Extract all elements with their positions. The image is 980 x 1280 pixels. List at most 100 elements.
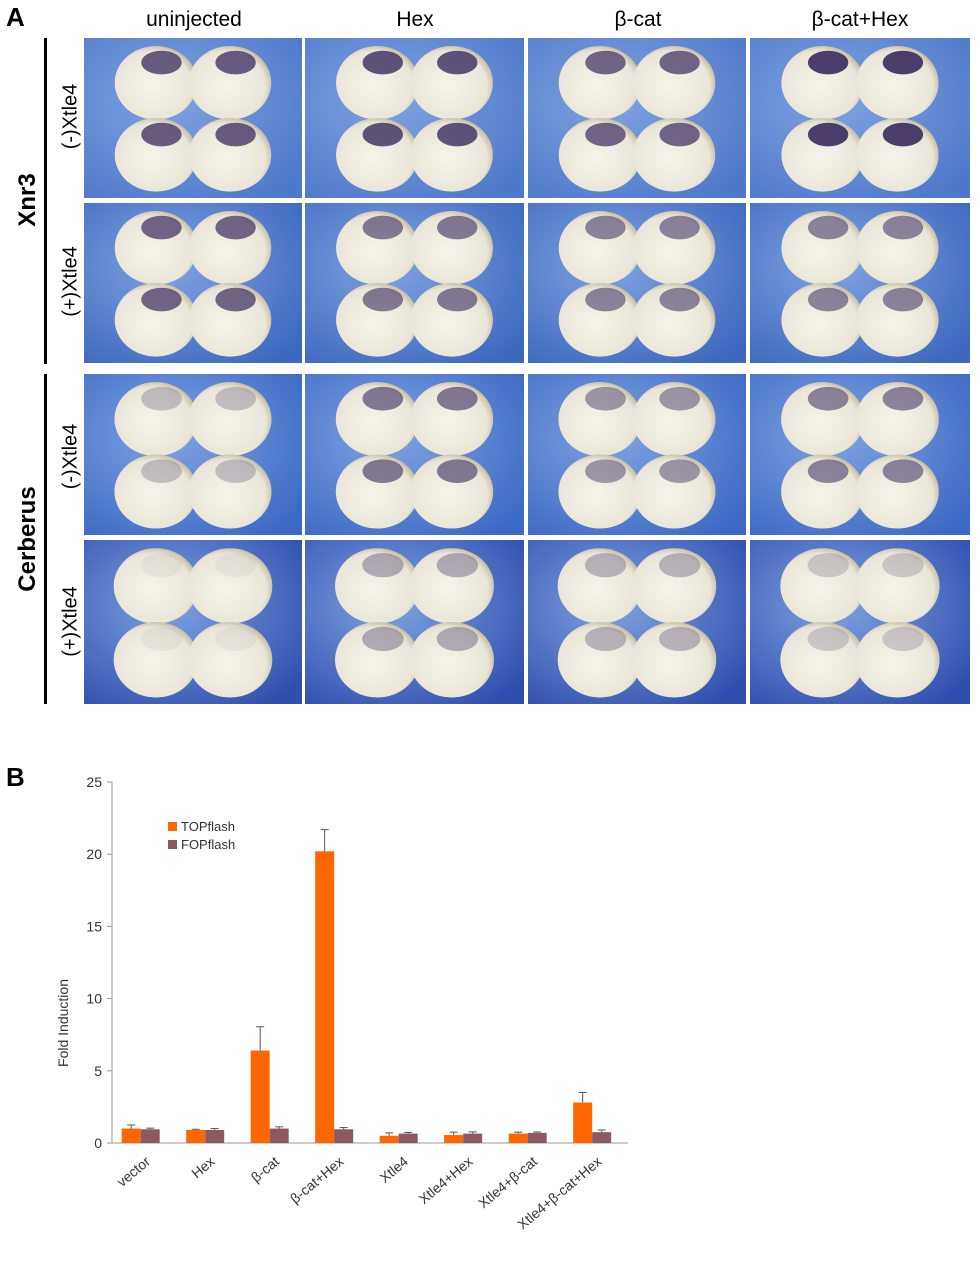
gene-label-xnr3: Xnr3 — [14, 173, 41, 227]
column-header-beta-cat-hex: β-cat+Hex — [811, 8, 909, 31]
x-tick-label: Xtle4+Hex — [416, 1153, 476, 1207]
embryo — [188, 46, 272, 120]
xnr3-bracket — [44, 38, 47, 364]
legend-swatch-fopflash — [168, 840, 177, 849]
embryo — [781, 283, 864, 357]
embryo — [188, 283, 272, 357]
embryo-photo-r4-c2 — [305, 540, 524, 704]
embryo — [336, 283, 419, 357]
bar-topflash-2 — [186, 1130, 206, 1143]
embryo — [631, 548, 717, 624]
embryo — [856, 46, 939, 120]
bar-fopflash-4 — [334, 1129, 354, 1143]
embryo — [855, 382, 939, 457]
embryo — [335, 382, 419, 457]
embryo — [855, 454, 939, 529]
embryo — [410, 283, 493, 357]
embryo-photo-r1-c2 — [305, 38, 524, 198]
embryo — [632, 46, 716, 120]
embryo-photo-r4-c3 — [528, 540, 746, 704]
panel-b-letter: B — [6, 762, 25, 792]
embryo — [187, 548, 273, 624]
embryo — [113, 622, 199, 698]
embryo — [781, 118, 864, 192]
embryo-photo-r3-c3 — [528, 374, 746, 535]
embryo — [188, 118, 272, 192]
embryo-photo-r3-c4 — [750, 374, 970, 535]
cerberus-bracket — [44, 374, 47, 704]
embryo — [410, 454, 494, 529]
embryo — [114, 283, 198, 357]
embryo — [114, 46, 198, 120]
condition-label-cerberus-minus: (-)Xtle4 — [59, 423, 82, 490]
embryo — [855, 548, 940, 624]
embryo — [335, 548, 420, 624]
embryo — [410, 211, 493, 285]
embryo — [558, 454, 642, 529]
embryo — [114, 454, 198, 529]
gene-label-cerberus: Cerberus — [14, 486, 41, 592]
embryo-photo-r2-c3 — [528, 203, 746, 363]
bar-fopflash-1 — [140, 1129, 160, 1143]
embryo — [409, 548, 494, 624]
embryo — [187, 622, 273, 698]
embryo — [557, 622, 643, 698]
embryo — [781, 454, 865, 529]
condition-label-xnr3-plus: (+)Xtle4 — [59, 246, 82, 317]
x-tick-label: Hex — [188, 1153, 217, 1181]
y-tick-label: 5 — [94, 1063, 102, 1079]
embryo — [335, 454, 419, 529]
chart-legend: TOPflash FOPflash — [168, 819, 235, 852]
embryo — [780, 622, 865, 698]
embryo-photo-r2-c2 — [305, 203, 524, 363]
embryo — [410, 46, 493, 120]
embryo — [558, 118, 642, 192]
y-tick-label: 25 — [86, 774, 102, 790]
embryo-photo-r2-c4 — [750, 203, 970, 363]
embryo-photo-r1-c4 — [750, 38, 970, 198]
embryo — [781, 211, 864, 285]
panel-a-letter: A — [6, 2, 25, 32]
condition-label-cerberus-plus: (+)Xtle4 — [59, 586, 82, 657]
embryo — [557, 548, 643, 624]
embryo — [336, 118, 419, 192]
bar-topflash-7 — [508, 1133, 528, 1143]
embryo — [855, 622, 940, 698]
bar-topflash-3 — [250, 1050, 270, 1143]
embryo — [335, 622, 420, 698]
x-tick-label: vector — [114, 1153, 154, 1190]
embryo — [558, 211, 642, 285]
embryo — [856, 211, 939, 285]
embryo — [632, 211, 716, 285]
embryo-photo-r3-c2 — [305, 374, 524, 535]
x-tick-label: Xtle4+β-cat — [475, 1153, 540, 1211]
embryo — [336, 46, 419, 120]
embryo-photo-r4-c4 — [750, 540, 970, 704]
bar-topflash-4 — [315, 851, 335, 1143]
embryo — [558, 283, 642, 357]
embryo — [410, 118, 493, 192]
y-tick-label: 15 — [86, 918, 102, 934]
column-header-uninjected: uninjected — [146, 8, 242, 31]
embryo — [188, 382, 272, 457]
embryo-photo-r2-c1 — [84, 203, 302, 363]
embryo — [632, 283, 716, 357]
embryo — [410, 382, 494, 457]
embryo — [780, 548, 865, 624]
embryo — [409, 622, 494, 698]
embryo — [114, 211, 198, 285]
embryo — [856, 118, 939, 192]
legend-label-fopflash: FOPflash — [181, 837, 235, 852]
y-axis-label: Fold Induction — [55, 979, 71, 1067]
embryo — [856, 283, 939, 357]
embryo — [632, 382, 716, 457]
embryo — [781, 382, 865, 457]
bar-fopflash-2 — [205, 1130, 225, 1143]
embryo — [336, 211, 419, 285]
embryo-photo-r1-c3 — [528, 38, 746, 198]
bar-fopflash-8 — [592, 1132, 612, 1143]
bar-topflash-5 — [379, 1135, 399, 1143]
embryo — [113, 548, 199, 624]
bar-fopflash-5 — [398, 1133, 418, 1143]
